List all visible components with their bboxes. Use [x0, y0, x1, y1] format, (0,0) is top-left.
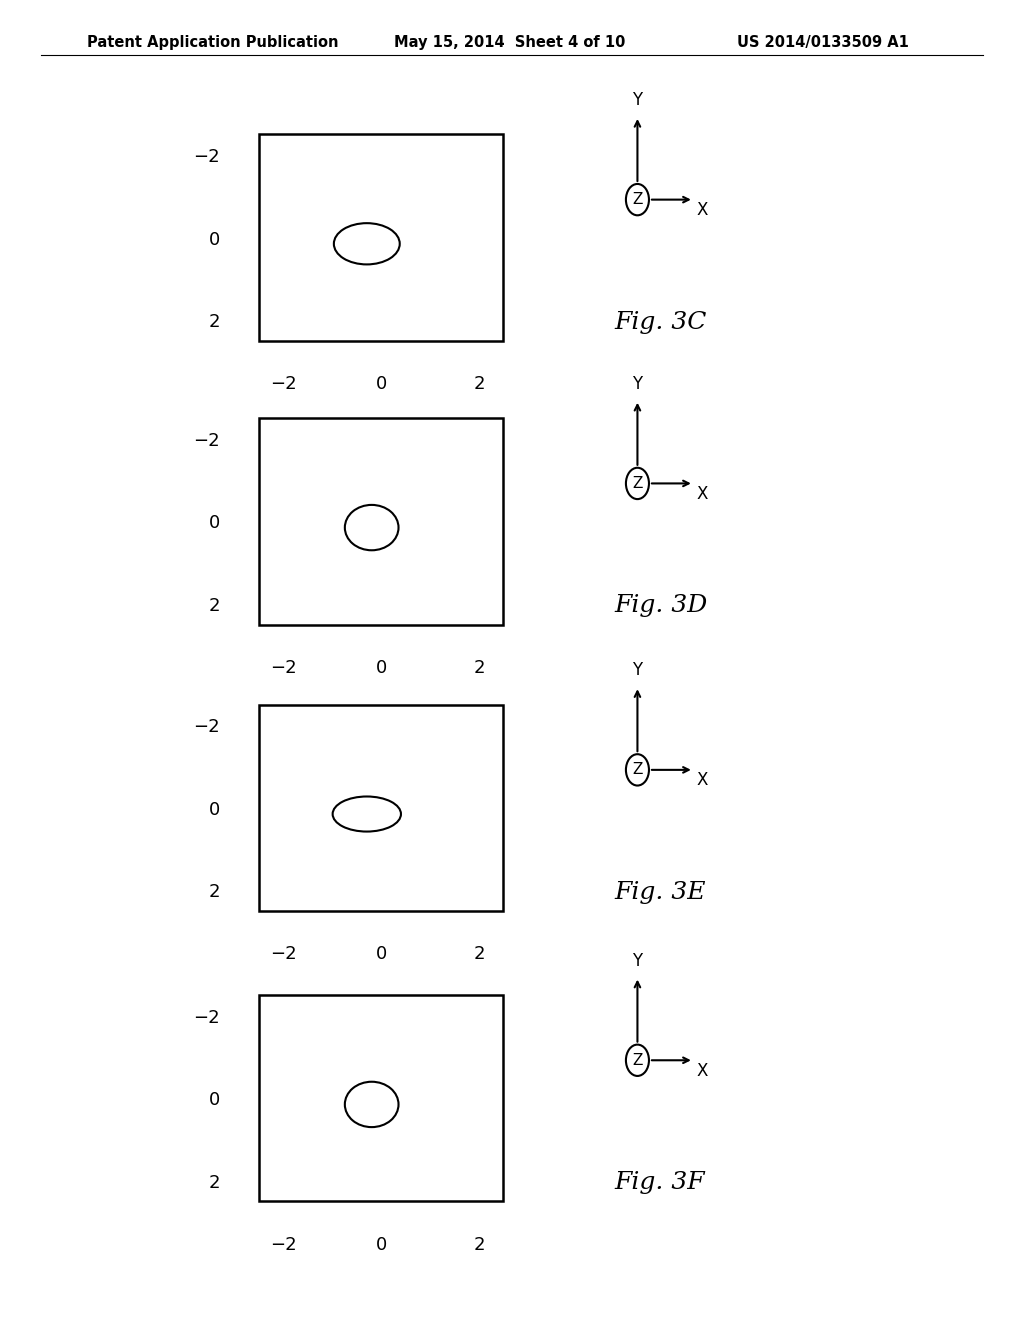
Text: Y: Y	[633, 661, 642, 680]
Bar	[259, 418, 504, 624]
Text: Y: Y	[633, 952, 642, 970]
Text: Patent Application Publication: Patent Application Publication	[87, 34, 339, 50]
Text: X: X	[696, 201, 708, 219]
Ellipse shape	[334, 223, 399, 264]
Bar	[259, 705, 504, 911]
Text: Z: Z	[632, 477, 643, 491]
Text: Z: Z	[632, 763, 643, 777]
Ellipse shape	[333, 796, 401, 832]
Ellipse shape	[345, 504, 398, 550]
Text: US 2014/0133509 A1: US 2014/0133509 A1	[737, 34, 909, 50]
Text: May 15, 2014  Sheet 4 of 10: May 15, 2014 Sheet 4 of 10	[394, 34, 626, 50]
Text: Fig. 3D: Fig. 3D	[614, 594, 708, 618]
Text: X: X	[696, 484, 708, 503]
Bar	[259, 135, 504, 341]
Text: Fig. 3E: Fig. 3E	[614, 880, 706, 904]
Bar	[259, 995, 504, 1201]
Text: Y: Y	[633, 91, 642, 110]
Ellipse shape	[345, 1081, 398, 1127]
Text: Fig. 3F: Fig. 3F	[614, 1171, 706, 1195]
Text: Z: Z	[632, 193, 643, 207]
Text: Y: Y	[633, 375, 642, 393]
Text: X: X	[696, 771, 708, 789]
Text: Z: Z	[632, 1053, 643, 1068]
Text: Fig. 3C: Fig. 3C	[614, 310, 707, 334]
Text: X: X	[696, 1061, 708, 1080]
